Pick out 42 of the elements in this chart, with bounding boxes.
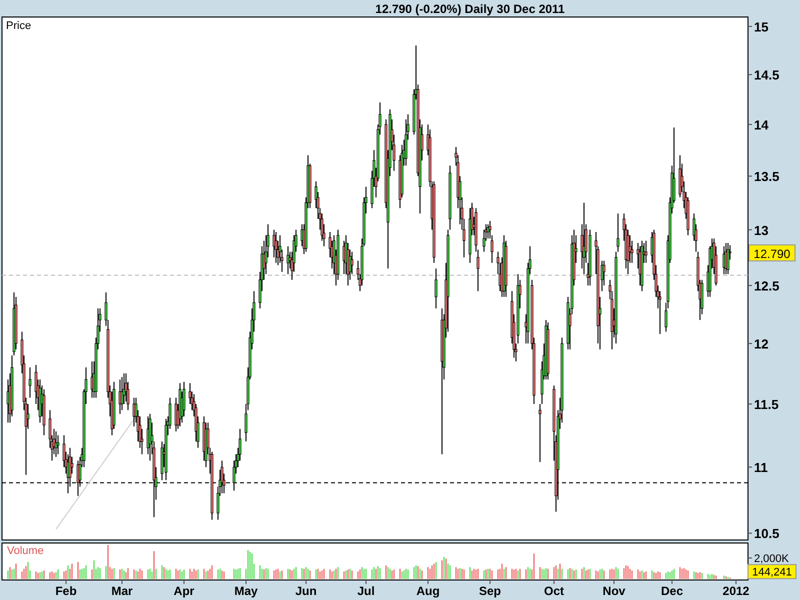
y-tick-label: 13: [754, 222, 768, 238]
candlestick: [120, 376, 124, 411]
y-tick-label: 10.5: [754, 526, 780, 542]
candlestick: [616, 212, 620, 252]
annotation: 12.790: [754, 246, 791, 261]
x-tick-label: 2012: [722, 584, 750, 598]
x-tick-label: Jul: [357, 584, 375, 598]
candlestick: [582, 202, 586, 275]
candlestick: [56, 434, 60, 455]
y-axis-title: Price: [6, 20, 32, 32]
y-tick-label: 11: [754, 460, 768, 476]
candlestick: [220, 460, 224, 494]
candlestick: [726, 242, 730, 275]
x-tick-label: Nov: [602, 584, 626, 598]
x-tick-label: Oct: [544, 584, 564, 598]
candlestick: [486, 224, 490, 240]
y-tick-label: 14.5: [754, 68, 780, 83]
x-tick-label: Dec: [660, 584, 684, 598]
y-tick-label: 12.5: [754, 278, 780, 294]
candlestick: [538, 403, 542, 462]
x-tick-label: May: [234, 584, 258, 598]
candlestick: [286, 246, 290, 275]
x-tick-label: Apr: [174, 584, 195, 598]
y-tick-label: 15: [754, 19, 768, 34]
y-axis-title: Volume: [7, 545, 44, 557]
candlestick: [434, 268, 438, 309]
candlestick: [54, 430, 58, 458]
y-tick-label: 14: [754, 117, 770, 132]
text: 2,000K: [754, 553, 790, 565]
y-tick-label: 12: [754, 336, 768, 352]
chart-title: 12.790 (-0.20%) Daily 30 Dec 2011: [375, 2, 566, 16]
candlestick: [28, 366, 32, 398]
x-tick-label: Aug: [416, 584, 440, 598]
x-tick-label: Sep: [478, 584, 502, 598]
candlestick: [274, 231, 278, 264]
x-tick-label: Mar: [111, 584, 133, 598]
y-tick-label: 11.5: [754, 396, 779, 412]
candlestick: [70, 456, 74, 474]
x-tick-label: Jun: [295, 584, 317, 598]
y-tick-label: 13.5: [754, 169, 780, 184]
x-tick-label: Feb: [55, 584, 77, 598]
annotation: 144,241: [752, 566, 792, 579]
